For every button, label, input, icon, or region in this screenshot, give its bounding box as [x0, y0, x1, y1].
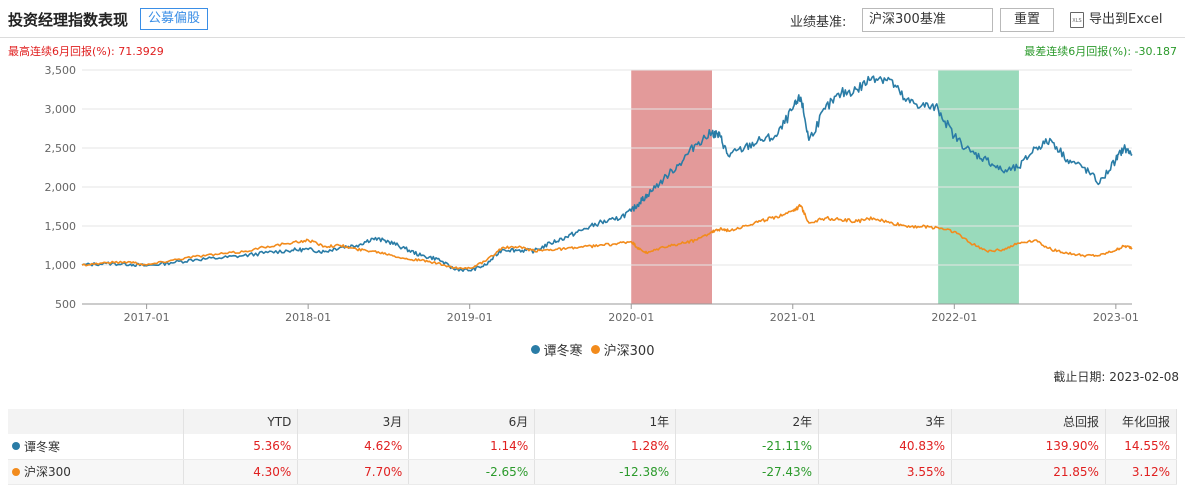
series-dot — [12, 467, 20, 476]
benchmark-label: 业绩基准: — [790, 15, 847, 30]
chart-legend: 谭冬寒 沪深300 — [0, 340, 1185, 359]
table-header-ytd: YTD — [183, 409, 299, 434]
table-cell-value: 14.55% — [1105, 434, 1178, 460]
series-line-0 — [81, 75, 1133, 272]
legend-label-benchmark: 沪深300 — [603, 344, 655, 359]
series-dot — [12, 442, 20, 451]
y-tick-label: 3,500 — [45, 64, 77, 77]
page-title: 投资经理指数表现 — [8, 11, 129, 29]
legend-item-benchmark[interactable]: 沪深300 — [590, 340, 655, 359]
table-cell-value: 139.90% — [951, 434, 1106, 460]
benchmark-select[interactable]: 沪深300基准 — [862, 8, 993, 32]
top-toolbar: 投资经理指数表现 公募偏股 业绩基准: 沪深300基准 重置 XLS 导出到Ex… — [0, 0, 1185, 38]
table-header-3y: 3年 — [818, 409, 953, 434]
x-tick-label: 2023-01 — [1093, 311, 1139, 324]
returns-table: YTD 3月 6月 1年 2年 3年 总回报 年化回报 谭冬寒 5.36% 4.62… — [8, 409, 1178, 485]
legend-label-manager: 谭冬寒 — [543, 344, 583, 359]
table-cell-value: 1.28% — [534, 434, 677, 460]
y-tick-label: 1,500 — [45, 220, 77, 233]
legend-dot-benchmark — [590, 345, 600, 354]
x-tick-label: 2020-01 — [608, 311, 654, 324]
table-cell-value: 21.85% — [951, 459, 1106, 485]
table-cell-value: 3.55% — [818, 459, 953, 485]
y-tick-label: 3,000 — [45, 103, 77, 116]
category-tag-button[interactable]: 公募偏股 — [140, 8, 209, 30]
export-excel-button[interactable]: XLS 导出到Excel — [1070, 10, 1162, 30]
series-name: 谭冬寒 — [24, 439, 61, 454]
table-cell-value: 4.62% — [297, 434, 410, 460]
x-tick-label: 2017-01 — [124, 311, 170, 324]
table-cell-value: 3.12% — [1105, 459, 1178, 485]
performance-line-chart[interactable]: 500 1,000 1,500 2,000 2,500 3,000 3,500 2017-01… — [0, 55, 1185, 325]
x-tick-label: 2019-01 — [447, 311, 493, 324]
y-tick-label: 500 — [55, 298, 76, 311]
y-tick-label: 2,000 — [45, 181, 77, 194]
x-tick-label: 2022-01 — [931, 311, 977, 324]
series-name: 沪深300 — [24, 465, 71, 479]
table-header-6m: 6月 — [408, 409, 536, 434]
legend-dot-manager — [530, 345, 540, 354]
table-header-3m: 3月 — [297, 409, 410, 434]
table-header-name — [8, 409, 185, 434]
table-row: 谭冬寒 5.36% 4.62% 1.14% 1.28% -21.11% 40.83% 139.… — [8, 434, 1178, 460]
series-line-1 — [81, 203, 1133, 270]
table-cell-value: 40.83% — [818, 434, 953, 460]
table-header-annualized: 年化回报 — [1105, 409, 1178, 434]
table-cell-value: 1.14% — [408, 434, 536, 460]
table-cell-value: -2.65% — [408, 459, 536, 485]
as-of-date: 截止日期: 2023-02-08 — [1053, 370, 1179, 384]
table-header-total: 总回报 — [951, 409, 1106, 434]
table-header-2y: 2年 — [675, 409, 820, 434]
table-cell-name: 沪深300 — [8, 459, 185, 485]
export-excel-label: 导出到Excel — [1089, 12, 1163, 27]
reset-button[interactable]: 重置 — [1000, 8, 1054, 32]
table-cell-value: -12.38% — [534, 459, 677, 485]
x-tick-label: 2018-01 — [285, 311, 331, 324]
table-cell-value: -27.43% — [675, 459, 820, 485]
table-header-1y: 1年 — [534, 409, 677, 434]
best-6m-return-stat: 最高连续6月回报(%): 71.3929 — [8, 45, 164, 58]
y-tick-label: 1,000 — [45, 259, 77, 272]
excel-file-icon: XLS — [1070, 12, 1084, 28]
table-cell-value: 5.36% — [183, 434, 299, 460]
table-cell-value: -21.11% — [675, 434, 820, 460]
table-cell-value: 7.70% — [297, 459, 410, 485]
y-tick-label: 2,500 — [45, 142, 77, 155]
table-header-row: YTD 3月 6月 1年 2年 3年 总回报 年化回报 — [8, 409, 1178, 434]
x-tick-label: 2021-01 — [770, 311, 816, 324]
table-row: 沪深300 4.30% 7.70% -2.65% -12.38% -27.43% 3.55%… — [8, 459, 1178, 485]
table-cell-name: 谭冬寒 — [8, 434, 185, 460]
legend-item-manager[interactable]: 谭冬寒 — [530, 340, 583, 359]
table-cell-value: 4.30% — [183, 459, 299, 485]
worst-6m-return-stat: 最差连续6月回报(%): -30.187 — [1024, 45, 1177, 58]
